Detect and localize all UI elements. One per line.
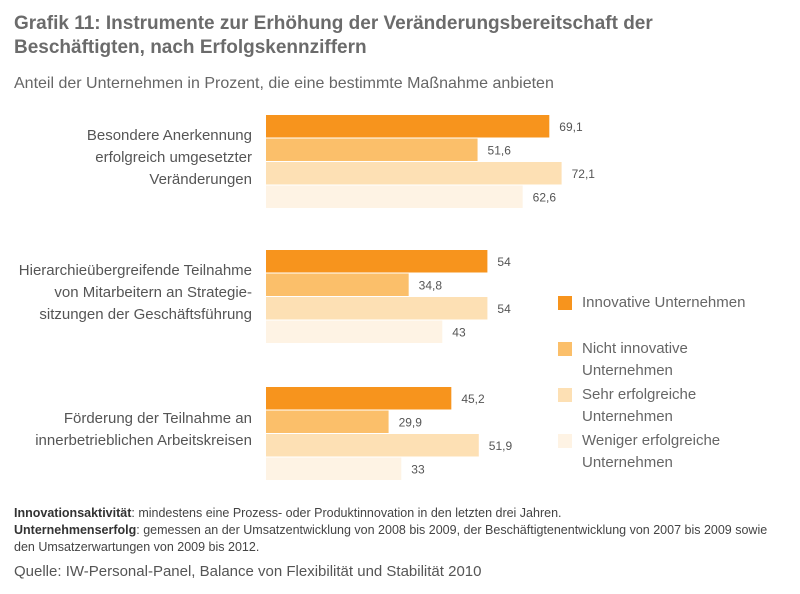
bar-2-3 xyxy=(266,297,488,320)
source-line: Quelle: IW-Personal-Panel, Balance von F… xyxy=(14,563,482,580)
legend-swatch-1 xyxy=(558,296,572,310)
value-label-1-4: 62,6 xyxy=(533,190,557,204)
legend-label-2: Nicht innovative Unternehmen xyxy=(582,340,688,379)
category-label-2: Hierarchieübergreifende Teilnahme von Mi… xyxy=(18,262,252,323)
bar-1-4 xyxy=(266,185,523,208)
note-success: Unternehmenserfolg: gemessen an der Umsa… xyxy=(14,522,789,556)
value-label-1-3: 72,1 xyxy=(572,167,596,181)
bar-3-2 xyxy=(266,410,389,433)
value-label-3-2: 29,9 xyxy=(399,415,423,429)
bar-chart: 69,1 51,6 72,1 62,6 54 34,8 54 43 45,2 29,9 51,9 33 xyxy=(266,115,596,480)
legend-label-1: Innovative Unternehmen xyxy=(582,294,746,311)
bar-1-2 xyxy=(266,138,478,161)
legend-item-1: Innovative Unternehmen xyxy=(558,292,788,338)
category-label-3: Förderung der Teilnahme an innerbetriebl… xyxy=(35,410,252,449)
legend-swatch-4 xyxy=(558,434,572,448)
chart-subtitle: Anteil der Unternehmen in Prozent, die e… xyxy=(14,75,554,92)
note-innovation-text: : mindestens eine Prozess- oder Produkti… xyxy=(131,506,562,520)
value-label-2-4: 43 xyxy=(452,325,466,339)
value-label-1-1: 69,1 xyxy=(559,120,583,134)
value-label-2-1: 54 xyxy=(497,255,511,269)
category-label-1: Besondere Anerkennung erfolgreich umgese… xyxy=(86,127,252,188)
note-success-text: : gemessen an der Umsatzentwicklung von … xyxy=(14,523,768,554)
bar-2-1 xyxy=(266,250,488,273)
bar-3-4 xyxy=(266,457,402,480)
value-label-3-4: 33 xyxy=(411,462,425,476)
legend-swatch-2 xyxy=(558,342,572,356)
legend-item-3: Sehr erfolgreiche Unternehmen xyxy=(558,384,788,430)
note-innovation-term: Innovationsaktivität xyxy=(14,506,132,520)
note-success-term: Unternehmenserfolg xyxy=(14,523,137,537)
chart-title: Grafik 11: Instrumente zur Erhöhung der … xyxy=(14,13,653,58)
bar-3-3 xyxy=(266,434,479,457)
value-label-3-1: 45,2 xyxy=(461,392,485,406)
bar-1-3 xyxy=(266,162,562,185)
value-label-2-3: 54 xyxy=(497,302,511,316)
bar-3-1 xyxy=(266,387,452,410)
footnotes: Innovationsaktivität: mindestens eine Pr… xyxy=(14,505,789,556)
bar-2-4 xyxy=(266,320,443,343)
legend-swatch-3 xyxy=(558,388,572,402)
legend-item-2: Nicht innovative Unternehmen xyxy=(558,338,788,384)
bar-1-1 xyxy=(266,115,550,138)
value-label-3-3: 51,9 xyxy=(489,439,513,453)
legend-item-4: Weniger erfolgreiche Unternehmen xyxy=(558,430,788,476)
legend: Innovative Unternehmen Nicht innovative U… xyxy=(558,292,788,476)
legend-label-4: Weniger erfolgreiche Unternehmen xyxy=(582,432,721,471)
value-label-2-2: 34,8 xyxy=(419,278,443,292)
note-innovation: Innovationsaktivität: mindestens eine Pr… xyxy=(14,505,789,522)
value-label-1-2: 51,6 xyxy=(488,143,512,157)
legend-label-3: Sehr erfolgreiche Unternehmen xyxy=(582,386,697,425)
bar-2-2 xyxy=(266,273,409,296)
